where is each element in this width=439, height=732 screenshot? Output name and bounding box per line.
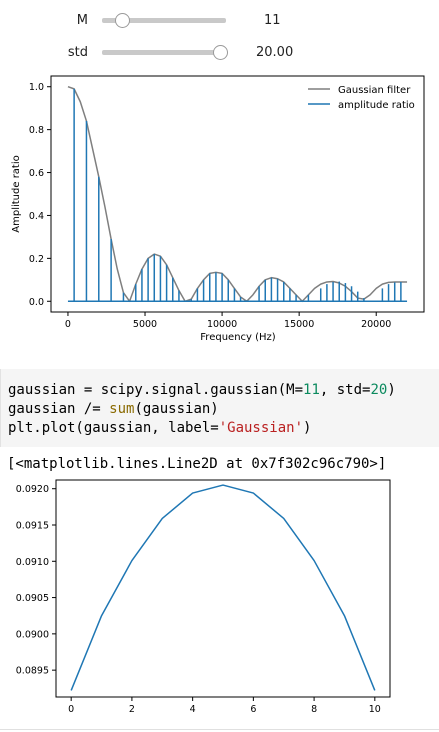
code-token: ) xyxy=(387,382,396,398)
code-line-2: gaussian /= sum(gaussian) xyxy=(8,401,219,417)
plot-frame xyxy=(55,479,391,698)
slider-std-value: 20.00 xyxy=(256,45,294,60)
series-line-gaussian xyxy=(70,484,376,691)
code-token: (gaussian) xyxy=(134,401,219,417)
y-tick-label: 0.0920 xyxy=(16,484,49,495)
slider-std-label: std xyxy=(67,45,88,60)
code-token: 11 xyxy=(303,382,320,398)
cell-divider xyxy=(0,729,439,730)
y-tick-label: 0.2 xyxy=(29,254,44,265)
code-token: ) xyxy=(303,420,312,436)
y-axis-label: Amplitude ratio xyxy=(11,155,22,232)
slider-m-handle[interactable] xyxy=(114,13,130,28)
gaussian-window-chart: 0 2 4 6 8 10 0.0895 0.0900 0.0905 0.0910 0.0915 0.0… xyxy=(16,479,391,715)
x-tick-label: 6 xyxy=(250,704,256,715)
y-tick-label: 1.0 xyxy=(29,82,44,93)
code-cell[interactable]: gaussian = scipy.signal.gaussian(M=11, s… xyxy=(0,369,439,447)
x-tick-label: 15000 xyxy=(284,319,314,330)
code-token: sum xyxy=(109,401,135,417)
code-line-3: plt.plot(gaussian, label='Gaussian') xyxy=(8,420,311,436)
y-tick-label: 0.0915 xyxy=(16,520,49,531)
y-tick-label: 0.0895 xyxy=(16,666,49,677)
y-tick-label: 0.0900 xyxy=(16,629,49,640)
code-token: gaussian /= xyxy=(8,401,110,417)
cell-output-text: [<matplotlib.lines.Line2D at 0x7f302c96c… xyxy=(7,456,387,472)
x-axis-label: Frequency (Hz) xyxy=(200,332,276,343)
x-tick-label: 4 xyxy=(190,704,196,715)
slider-std-track[interactable] xyxy=(102,50,226,55)
series-line-gaussian-filter xyxy=(67,86,408,303)
y-tick-label: 0.6 xyxy=(29,168,44,179)
code-line-1: gaussian = scipy.signal.gaussian(M=11, s… xyxy=(8,382,396,398)
x-tick-label: 10000 xyxy=(207,319,237,330)
slider-m-value: 11 xyxy=(264,13,281,28)
plot-frame xyxy=(50,75,425,313)
x-tick-label: 2 xyxy=(129,704,135,715)
legend-label-gaussian-filter: Gaussian filter xyxy=(338,85,411,96)
code-token: 'Gaussian' xyxy=(218,420,304,436)
y-tick-label: 0.0905 xyxy=(16,593,49,604)
slider-m-label: M xyxy=(76,13,88,28)
code-token: 20 xyxy=(370,382,388,398)
code-token: plt.plot(gaussian, label= xyxy=(8,420,219,436)
legend-label-amplitude-ratio: amplitude ratio xyxy=(338,100,415,111)
y-tick-label: 0.8 xyxy=(29,125,44,136)
frequency-response-chart: 0 5000 10000 15000 20000 0.0 0.2 0.4 0.6 0.8 1.0 F… xyxy=(11,75,425,343)
x-tick-label: 0 xyxy=(68,704,74,715)
x-tick-label: 10 xyxy=(369,704,381,715)
code-token: gaussian = scipy.signal.gaussian(M= xyxy=(8,382,304,398)
legend: Gaussian filter amplitude ratio xyxy=(308,85,415,111)
code-token: , std= xyxy=(319,382,371,398)
y-tick-label: 0.4 xyxy=(29,211,44,222)
slider-std-handle[interactable] xyxy=(213,45,228,60)
x-tick-label: 5000 xyxy=(133,319,157,330)
x-tick-label: 8 xyxy=(311,704,317,715)
slider-m-track[interactable] xyxy=(102,18,226,23)
x-tick-label: 0 xyxy=(65,319,71,330)
x-tick-label: 20000 xyxy=(361,319,391,330)
y-tick-label: 0.0 xyxy=(29,297,44,308)
y-tick-label: 0.0910 xyxy=(16,557,49,568)
